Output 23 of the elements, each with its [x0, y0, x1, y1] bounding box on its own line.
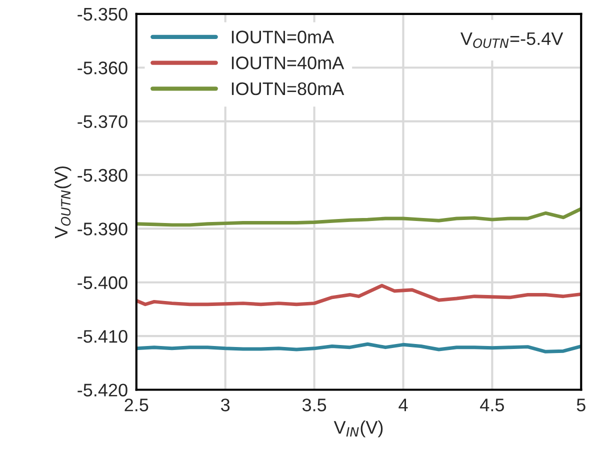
x-tick-label: 5: [576, 398, 586, 412]
legend-label: IOUTN=40mA: [232, 56, 344, 70]
y-tick-label: -5.390: [78, 222, 128, 236]
y-tick-label: -5.380: [78, 168, 128, 182]
line-series: [136, 284, 582, 306]
line-series: [136, 207, 582, 227]
line-series: [136, 342, 582, 354]
x-tick-label: 3.5: [302, 398, 326, 412]
x-tick-label: 4: [398, 398, 408, 412]
legend-label: IOUTN=80mA: [232, 82, 344, 96]
y-tick-label: -5.410: [78, 330, 128, 343]
annotation: V$_{OUTN}$=-5.4V: [460, 32, 564, 48]
y-tick-label: -5.370: [78, 115, 128, 128]
y-tick-label: -5.350: [78, 8, 128, 21]
y-tick-label: -5.400: [78, 276, 128, 290]
x-axis-title: V$_{IN}$(V): [334, 420, 383, 438]
x-tick-label: 4.5: [480, 398, 504, 412]
y-axis-title: V$_{OUTN}$(V): [54, 166, 72, 238]
y-tick-label: -5.360: [78, 62, 128, 74]
legend-label: IOUTN=0mA: [232, 30, 334, 44]
x-tick-label: 2.5: [124, 398, 148, 412]
y-tick-label: -5.420: [78, 384, 128, 396]
x-tick-label: 3: [221, 398, 230, 412]
